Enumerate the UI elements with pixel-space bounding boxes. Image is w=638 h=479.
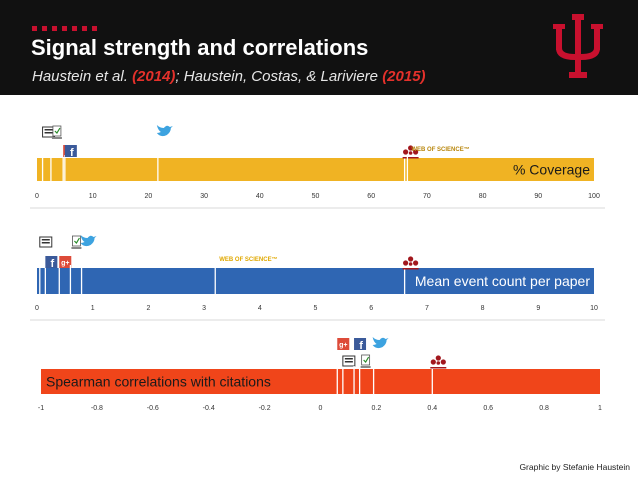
tick-label: 9 [536, 305, 540, 312]
tick-label: 80 [479, 193, 487, 200]
google-plus-icon: g+ [59, 256, 72, 268]
tick-label: 4 [258, 305, 262, 312]
tick-label: 20 [145, 193, 153, 200]
web-of-science-label: WEB OF SCIENCE™ [219, 256, 277, 263]
tick-label: -0.6 [147, 405, 159, 412]
tick-label: 100 [588, 193, 600, 200]
tick-label: 70 [423, 193, 431, 200]
blog-icon [342, 355, 356, 367]
facebook-icon: f [45, 256, 58, 270]
facebook-icon: f [64, 145, 77, 159]
tick-label: 30 [200, 193, 208, 200]
tick-label: 6 [369, 305, 373, 312]
chart-title: Spearman correlations with citations [46, 374, 271, 390]
facebook-icon: f [354, 338, 367, 352]
tick-label: 0 [319, 405, 323, 412]
news-icon [360, 354, 371, 368]
chart-bar [37, 268, 594, 294]
trident-logo-icon [553, 14, 603, 78]
graphic-credit: Graphic by Stefanie Haustein [519, 462, 630, 472]
tick-label: 0.4 [427, 405, 437, 412]
twitter-icon [80, 235, 97, 247]
mendeley-icon [430, 355, 447, 369]
tick-label: 10 [89, 193, 97, 200]
tick-label: 1 [91, 305, 95, 312]
tick-label: 60 [367, 193, 375, 200]
news-icon [71, 235, 82, 249]
tick-label: 5 [314, 305, 318, 312]
tick-label: 0.6 [483, 405, 493, 412]
chart-3: -1 -0.8 -0.6 -0.4 -0.2 0 0.2 0.4 0.6 0.8 1 g+ f Spear… [38, 337, 602, 412]
chart-2: 0 1 2 3 4 5 6 7 8 9 10 g+ f WEB OF SCIENCE™ Mean event… [35, 235, 598, 312]
twitter-icon [156, 125, 173, 137]
chart-bar [41, 369, 600, 394]
tick-label: 3 [202, 305, 206, 312]
chart-title: % Coverage [513, 162, 590, 178]
svg-text:f: f [70, 147, 74, 159]
mendeley-icon [402, 256, 419, 270]
tick-label: 0 [35, 305, 39, 312]
tick-label: 50 [312, 193, 320, 200]
tick-label: 0.2 [372, 405, 382, 412]
subtitle-year-1: (2014) [132, 68, 176, 85]
tick-label: 1 [598, 405, 602, 412]
svg-text:f: f [51, 258, 55, 270]
tick-label: -1 [38, 405, 44, 412]
subtitle-authors-1: Haustein et al. [32, 68, 133, 85]
page-subtitle: Haustein et al. (2014); Haustein, Costas… [32, 68, 426, 85]
svg-text:f: f [359, 340, 363, 352]
tick-label: -0.2 [259, 405, 271, 412]
tick-label: -0.8 [91, 405, 103, 412]
tick-label: 2 [146, 305, 150, 312]
web-of-science-label: WEB OF SCIENCE™ [411, 146, 469, 153]
tick-label: 7 [425, 305, 429, 312]
tick-label: 90 [534, 193, 542, 200]
tick-label: 0.8 [539, 405, 549, 412]
chart-title: Mean event count per paper [415, 273, 590, 289]
page-title: Signal strength and correlations [31, 35, 369, 60]
subtitle-authors-2: ; Haustein, Costas, & Lariviere [175, 68, 383, 85]
decorative-dots [32, 18, 102, 36]
mendeley-icon [402, 145, 419, 159]
tick-label: 40 [256, 193, 264, 200]
chart-bar [37, 158, 594, 181]
svg-text:g+: g+ [61, 260, 69, 267]
svg-text:g+: g+ [339, 342, 347, 349]
twitter-icon [372, 337, 389, 349]
news-icon [51, 125, 62, 139]
header-band: Signal strength and correlations Haustei… [0, 0, 638, 95]
tick-label: 10 [590, 305, 598, 312]
tick-label: 8 [481, 305, 485, 312]
subtitle-year-2: (2015) [382, 68, 426, 85]
blog-icon [39, 236, 53, 248]
tick-label: -0.4 [203, 405, 215, 412]
google-plus-icon: g+ [337, 338, 350, 350]
tick-label: 0 [35, 193, 39, 200]
